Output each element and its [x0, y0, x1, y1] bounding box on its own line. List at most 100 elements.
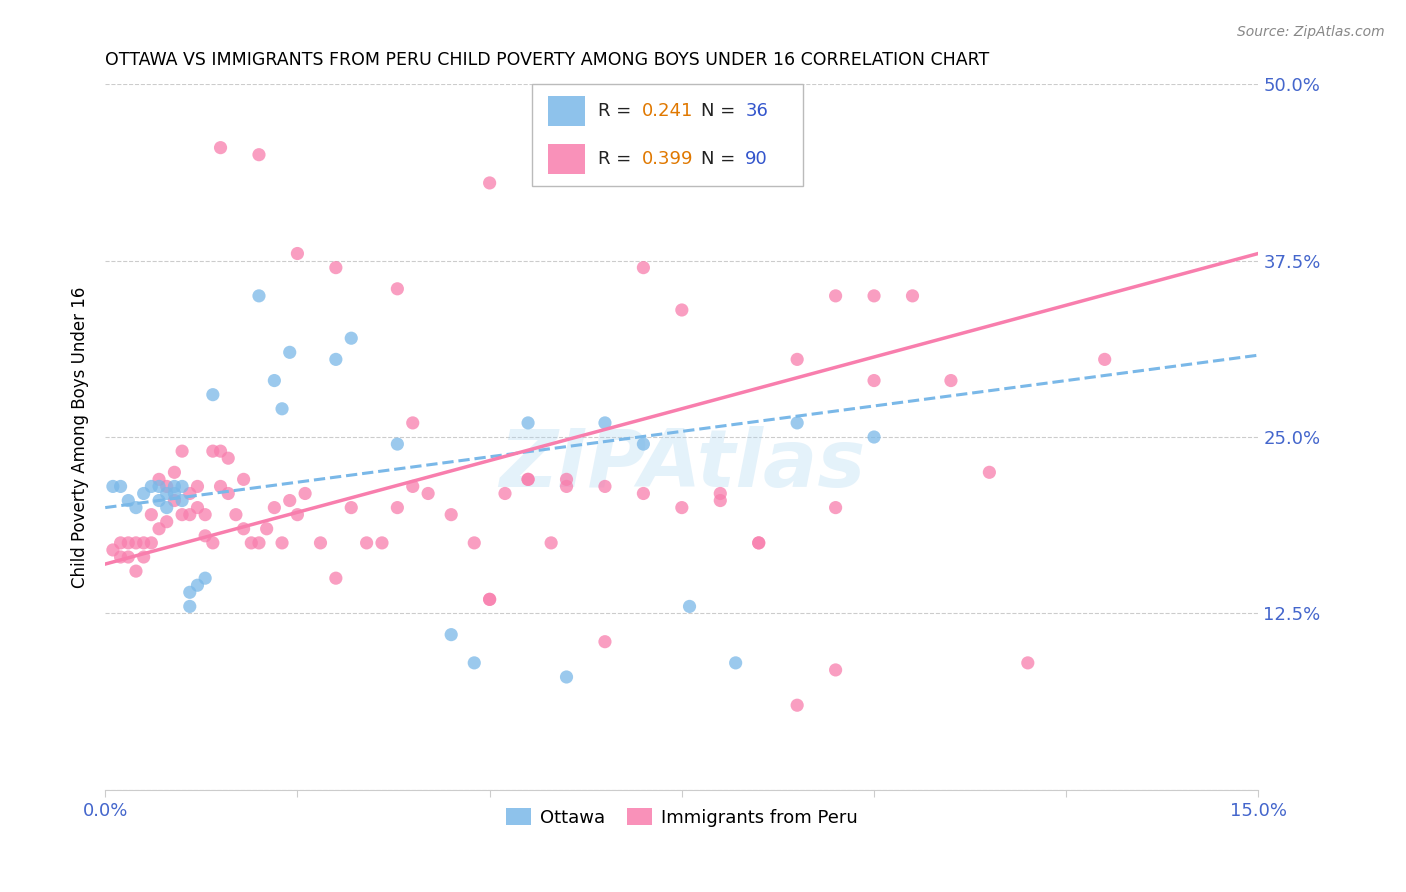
- Point: [101, 479, 124, 493]
- Point: [179, 508, 201, 522]
- Point: [416, 486, 439, 500]
- Text: 0.241: 0.241: [641, 102, 693, 120]
- Point: [186, 479, 208, 493]
- Point: [440, 508, 463, 522]
- Point: [340, 500, 363, 515]
- Point: [748, 536, 770, 550]
- Point: [232, 522, 254, 536]
- Point: [156, 486, 179, 500]
- Point: [117, 536, 139, 550]
- Point: [786, 352, 808, 367]
- Point: [172, 508, 194, 522]
- Point: [387, 437, 409, 451]
- Point: [494, 486, 516, 500]
- Text: Source: ZipAtlas.com: Source: ZipAtlas.com: [1237, 25, 1385, 39]
- Text: OTTAWA VS IMMIGRANTS FROM PERU CHILD POVERTY AMONG BOYS UNDER 16 CORRELATION CHA: OTTAWA VS IMMIGRANTS FROM PERU CHILD POV…: [105, 51, 990, 69]
- Point: [555, 479, 578, 493]
- Point: [478, 176, 501, 190]
- Point: [478, 592, 501, 607]
- Point: [671, 303, 693, 318]
- FancyBboxPatch shape: [531, 84, 803, 186]
- Point: [309, 536, 332, 550]
- Point: [278, 493, 301, 508]
- Point: [633, 437, 655, 451]
- Point: [633, 486, 655, 500]
- Point: [517, 416, 540, 430]
- Point: [340, 331, 363, 345]
- Point: [110, 549, 132, 564]
- Point: [278, 345, 301, 359]
- Point: [148, 472, 170, 486]
- Point: [786, 416, 808, 430]
- Point: [325, 571, 347, 585]
- Point: [201, 536, 224, 550]
- Point: [148, 479, 170, 493]
- Point: [172, 479, 194, 493]
- Point: [593, 416, 616, 430]
- Text: N =: N =: [702, 102, 741, 120]
- Point: [141, 536, 163, 550]
- Point: [824, 289, 846, 303]
- Point: [709, 486, 731, 500]
- Point: [287, 246, 309, 260]
- Point: [209, 141, 232, 155]
- Point: [132, 486, 155, 500]
- Point: [671, 500, 693, 515]
- Point: [748, 536, 770, 550]
- Y-axis label: Child Poverty Among Boys Under 16: Child Poverty Among Boys Under 16: [72, 286, 89, 588]
- Point: [117, 549, 139, 564]
- Point: [979, 465, 1001, 479]
- Point: [172, 444, 194, 458]
- Text: 0.399: 0.399: [641, 150, 693, 168]
- Text: R =: R =: [598, 150, 637, 168]
- Point: [371, 536, 394, 550]
- Point: [724, 656, 747, 670]
- Point: [709, 493, 731, 508]
- Point: [593, 634, 616, 648]
- Legend: Ottawa, Immigrants from Peru: Ottawa, Immigrants from Peru: [499, 801, 865, 834]
- Point: [555, 161, 578, 176]
- Point: [148, 522, 170, 536]
- Point: [156, 515, 179, 529]
- Point: [402, 479, 425, 493]
- Point: [555, 670, 578, 684]
- Point: [863, 374, 886, 388]
- Text: 36: 36: [745, 102, 768, 120]
- Point: [387, 282, 409, 296]
- Point: [172, 493, 194, 508]
- Point: [517, 472, 540, 486]
- Point: [440, 627, 463, 641]
- Point: [678, 599, 700, 614]
- Point: [148, 493, 170, 508]
- Point: [247, 289, 270, 303]
- Point: [110, 479, 132, 493]
- Point: [402, 416, 425, 430]
- Point: [287, 508, 309, 522]
- Point: [209, 479, 232, 493]
- Point: [186, 578, 208, 592]
- Point: [163, 479, 186, 493]
- Point: [517, 472, 540, 486]
- Point: [786, 698, 808, 713]
- Point: [1017, 656, 1039, 670]
- Point: [824, 663, 846, 677]
- Point: [824, 500, 846, 515]
- Point: [186, 500, 208, 515]
- Point: [132, 536, 155, 550]
- Point: [101, 543, 124, 558]
- Point: [125, 536, 148, 550]
- Point: [463, 536, 485, 550]
- Point: [387, 500, 409, 515]
- Point: [593, 479, 616, 493]
- Point: [863, 289, 886, 303]
- Point: [132, 549, 155, 564]
- FancyBboxPatch shape: [548, 145, 585, 174]
- Point: [156, 479, 179, 493]
- Point: [325, 352, 347, 367]
- Text: 90: 90: [745, 150, 768, 168]
- Point: [256, 522, 278, 536]
- Point: [201, 444, 224, 458]
- Point: [110, 536, 132, 550]
- Point: [194, 508, 217, 522]
- Point: [356, 536, 378, 550]
